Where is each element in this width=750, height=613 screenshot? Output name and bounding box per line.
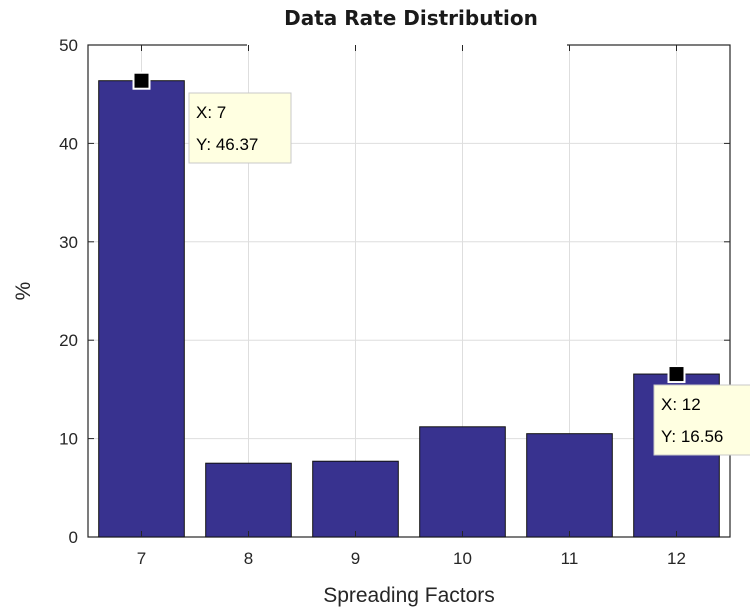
datatip-y-text: Y: 46.37 <box>196 135 258 154</box>
x-tick-label: 8 <box>244 549 253 568</box>
x-tick-label: 10 <box>453 549 472 568</box>
y-tick-label: 0 <box>69 528 78 547</box>
datatip-x-text: X: 7 <box>196 103 226 122</box>
title-background <box>247 36 567 48</box>
bar-11 <box>526 433 613 538</box>
datatip-x-text: X: 12 <box>661 395 701 414</box>
datatip-marker <box>667 365 686 384</box>
chart-title: Data Rate Distribution <box>284 6 538 30</box>
datatip-box <box>188 92 292 164</box>
datatip: X: 12 Y: 16.56 <box>653 365 750 456</box>
x-tick-label: 12 <box>667 549 686 568</box>
datatips: X: 7 Y: 46.37 X: 12 Y: 16.56 <box>132 71 750 456</box>
datatip-y-text: Y: 16.56 <box>661 427 723 446</box>
x-axis-label: Spreading Factors <box>323 584 495 607</box>
bars <box>98 80 720 538</box>
axis-ticks: 0 10 20 30 40 50 7 8 9 10 11 12 <box>59 36 730 568</box>
x-tick-label: 7 <box>137 549 146 568</box>
datatip: X: 7 Y: 46.37 <box>132 71 292 164</box>
y-tick-label: 20 <box>59 331 78 350</box>
bar-9 <box>312 460 399 538</box>
y-tick-label: 50 <box>59 36 78 55</box>
y-tick-label: 10 <box>59 430 78 449</box>
datatip-marker <box>132 71 151 90</box>
x-tick-label: 9 <box>351 549 360 568</box>
x-tick-label: 11 <box>561 549 579 568</box>
y-tick-label: 30 <box>59 233 78 252</box>
y-tick-label: 40 <box>59 134 78 153</box>
y-axis-label: % <box>12 282 35 301</box>
datatip-box <box>653 384 750 456</box>
bar-8 <box>205 462 292 538</box>
bar-10 <box>419 426 506 538</box>
bar-7 <box>98 80 185 538</box>
